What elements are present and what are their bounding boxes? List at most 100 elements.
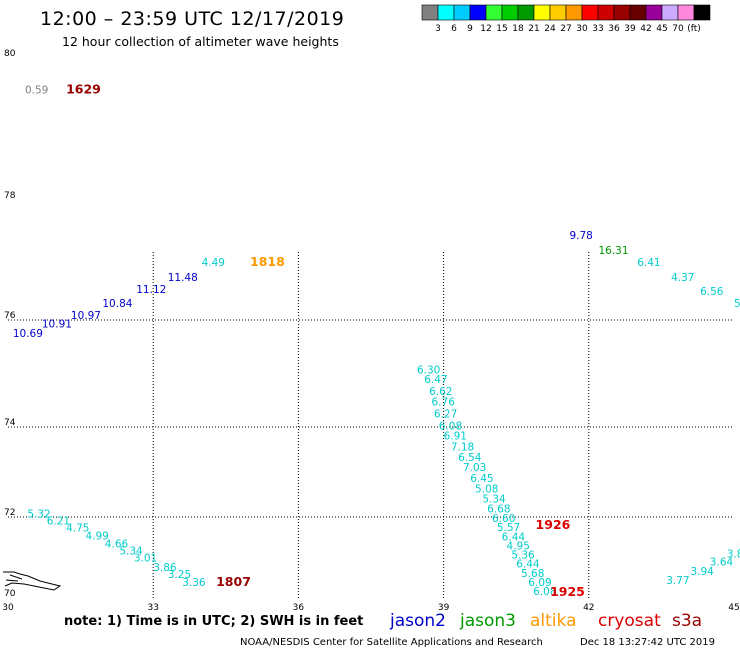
lat-tick-label: 70 bbox=[4, 589, 16, 599]
colorbar-swatch-3 bbox=[469, 4, 487, 21]
wave-height-value: 5.34 bbox=[482, 494, 506, 506]
wave-height-value: 5.32 bbox=[27, 508, 50, 520]
footnote: note: 1) Time is in UTC; 2) SWH is in fe… bbox=[64, 614, 363, 629]
wave-height-value: 3.86 bbox=[153, 562, 177, 574]
wave-height-value: 9.78 bbox=[569, 230, 592, 242]
wave-height-value: 5.68 bbox=[521, 568, 544, 580]
wave-height-value: 3.85 bbox=[727, 549, 740, 561]
map-title: 12:00 – 23:59 UTC 12/17/2019 bbox=[40, 8, 344, 30]
wave-height-value: 7.18 bbox=[451, 441, 474, 453]
wave-height-value: 3.94 bbox=[690, 566, 714, 578]
lon-tick-label: 36 bbox=[293, 603, 305, 613]
pass-time-label: 1818 bbox=[250, 254, 285, 269]
satellite-name-jason2: jason2 bbox=[389, 611, 446, 631]
colorbar-label: 70 bbox=[672, 24, 684, 34]
colorbar-label: 9 bbox=[467, 24, 473, 34]
colorbar-swatch-6 bbox=[517, 4, 535, 21]
wave-height-value: 6.08 bbox=[439, 420, 462, 432]
wave-height-value: 6.09 bbox=[528, 577, 551, 589]
wave-height-value: 6.08 bbox=[533, 586, 556, 598]
colorbar-label: 45 bbox=[656, 24, 667, 34]
colorbar-swatch-11 bbox=[597, 4, 615, 21]
lon-tick-label: 39 bbox=[438, 603, 450, 613]
wave-height-value: 6.41 bbox=[637, 257, 660, 269]
wave-height-value: 6.91 bbox=[444, 431, 467, 443]
wave-height-value: 3 bbox=[739, 540, 740, 552]
satellite-legend: jason2 jason3 altika cryosat s3a bbox=[389, 611, 702, 631]
wave-height-value: 4.66 bbox=[105, 538, 129, 550]
colorbar-swatch-15 bbox=[661, 4, 679, 21]
coastline bbox=[3, 571, 62, 591]
wave-height-value: 6.60 bbox=[492, 513, 515, 525]
coastline-shape bbox=[3, 571, 62, 591]
wave-height-value: 3.77 bbox=[666, 575, 689, 587]
wave-height-value: 6.54 bbox=[458, 452, 482, 464]
lon-tick-label: 45 bbox=[728, 603, 739, 613]
colorbar-label: 6 bbox=[451, 24, 457, 34]
colorbar-label: 24 bbox=[544, 24, 556, 34]
wave-height-value: 5.08 bbox=[475, 483, 498, 495]
wave-height-value: 6.21 bbox=[47, 516, 70, 528]
wave-height-value: 6.44 bbox=[502, 531, 526, 543]
colorbar-label: 30 bbox=[576, 24, 588, 34]
wave-height-value: 11.12 bbox=[136, 284, 166, 296]
map-graticule: 30 33 36 39 42 45 70 72 74 76 78 80 bbox=[2, 49, 739, 613]
satellite-name-altika: altika bbox=[530, 611, 577, 631]
wave-height-value: 10.84 bbox=[102, 298, 132, 310]
wave-height-value: 7.03 bbox=[463, 462, 486, 474]
wave-height-value: 11.48 bbox=[168, 272, 198, 284]
colorbar-swatch-5 bbox=[501, 4, 519, 21]
lat-tick-label: 78 bbox=[4, 191, 16, 201]
pass-time-label: 1925 bbox=[550, 584, 585, 599]
credit-text: NOAA/NESDIS Center for Satellite Applica… bbox=[240, 637, 543, 648]
wave-height-value: 6.47 bbox=[424, 374, 447, 386]
wave-height-value: 4.37 bbox=[671, 272, 694, 284]
lon-tick-label: 33 bbox=[147, 603, 158, 613]
wave-height-value: 6.62 bbox=[429, 386, 452, 398]
wave-height-value: 6.56 bbox=[700, 286, 724, 298]
colorbar-label: 42 bbox=[640, 24, 651, 34]
wave-height-value: 6.44 bbox=[516, 559, 540, 571]
colorbar-label: 27 bbox=[560, 24, 571, 34]
colorbar-swatch-8 bbox=[549, 4, 567, 21]
lon-tick-label: 30 bbox=[2, 603, 14, 613]
colorbar-label: 15 bbox=[496, 24, 507, 34]
colorbar-label: 21 bbox=[528, 24, 539, 34]
colorbar-label: 3 bbox=[435, 24, 441, 34]
wave-height-value: 5. bbox=[734, 298, 740, 310]
wave-height-value: 6.27 bbox=[434, 408, 457, 420]
colorbar-swatch-0 bbox=[421, 4, 439, 21]
wave-height-value: 5.57 bbox=[497, 522, 520, 534]
colorbar-swatch-17 bbox=[693, 4, 711, 21]
pass-time-labels: 1629 1818 1807 1926 1925 bbox=[66, 82, 585, 599]
pass-time-label: 1807 bbox=[216, 574, 251, 589]
colorbar-label: 39 bbox=[624, 24, 636, 34]
wave-height-value: 10.69 bbox=[13, 328, 43, 340]
colorbar-swatch-9 bbox=[565, 4, 583, 21]
colorbar-swatch-1 bbox=[437, 4, 455, 21]
colorbar-swatch-10 bbox=[581, 4, 599, 21]
wave-height-value: 3.36 bbox=[182, 577, 206, 589]
wave-height-value: 3.01 bbox=[134, 553, 157, 565]
colorbar-swatch-13 bbox=[629, 4, 647, 21]
wave-height-value: 6.30 bbox=[417, 365, 440, 377]
wave-height-value: 5.34 bbox=[119, 545, 143, 557]
wave-height-value: 3.25 bbox=[168, 569, 191, 581]
satellite-name-cryosat: cryosat bbox=[598, 611, 661, 631]
colorbar-swatch-4 bbox=[485, 4, 503, 21]
colorbar-swatch-14 bbox=[645, 4, 663, 21]
satellite-name-s3a: s3a bbox=[672, 611, 702, 631]
pass-time-label: 1629 bbox=[66, 82, 101, 97]
wave-height-value: 4.99 bbox=[85, 530, 108, 542]
wave-height-value: 6.76 bbox=[432, 397, 456, 409]
wave-height-value: 10.91 bbox=[42, 318, 72, 330]
timestamp-text: Dec 18 13:27:42 UTC 2019 bbox=[580, 637, 715, 648]
colorbar-swatch-7 bbox=[533, 4, 551, 21]
satellite-name-jason3: jason3 bbox=[459, 611, 516, 631]
wave-height-value: 6.68 bbox=[487, 504, 510, 516]
lat-tick-label: 80 bbox=[4, 49, 16, 59]
colorbar-label: 36 bbox=[608, 24, 620, 34]
wave-height-value: 4.49 bbox=[202, 257, 225, 269]
wave-height-value: 6.45 bbox=[470, 473, 493, 485]
